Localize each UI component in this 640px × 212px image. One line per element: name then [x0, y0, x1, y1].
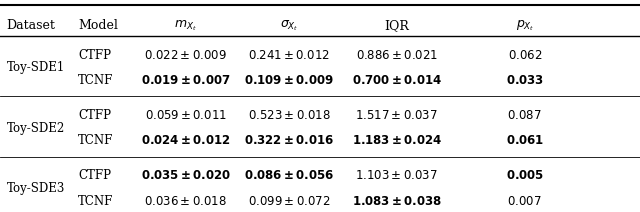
Text: $\mathbf{0.019 \pm 0.007}$: $\mathbf{0.019 \pm 0.007}$ — [141, 74, 230, 87]
Text: $\mathbf{1.083 \pm 0.038}$: $\mathbf{1.083 \pm 0.038}$ — [352, 195, 442, 208]
Text: Dataset: Dataset — [6, 19, 55, 32]
Text: $1.517 \pm 0.037$: $1.517 \pm 0.037$ — [355, 109, 438, 122]
Text: $0.036 \pm 0.018$: $0.036 \pm 0.018$ — [144, 195, 227, 208]
Text: $0.059 \pm 0.011$: $0.059 \pm 0.011$ — [145, 109, 227, 122]
Text: Toy-SDE2: Toy-SDE2 — [6, 122, 65, 135]
Text: $\sigma_{X_t}$: $\sigma_{X_t}$ — [280, 18, 298, 33]
Text: $0.241 \pm 0.012$: $0.241 \pm 0.012$ — [248, 49, 330, 62]
Text: $\mathbf{0.086 \pm 0.056}$: $\mathbf{0.086 \pm 0.056}$ — [244, 169, 334, 183]
Text: $0.062$: $0.062$ — [508, 49, 542, 62]
Text: IQR: IQR — [385, 19, 409, 32]
Text: CTFP: CTFP — [78, 49, 111, 62]
Text: $0.022 \pm 0.009$: $0.022 \pm 0.009$ — [144, 49, 227, 62]
Text: $0.087$: $0.087$ — [508, 109, 542, 122]
Text: CTFP: CTFP — [78, 169, 111, 183]
Text: $0.007$: $0.007$ — [508, 195, 542, 208]
Text: $\mathbf{0.035 \pm 0.020}$: $\mathbf{0.035 \pm 0.020}$ — [141, 169, 230, 183]
Text: Toy-SDE3: Toy-SDE3 — [6, 182, 65, 195]
Text: $\mathbf{0.109 \pm 0.009}$: $\mathbf{0.109 \pm 0.009}$ — [244, 74, 334, 87]
Text: Model: Model — [78, 19, 118, 32]
Text: $\mathbf{0.005}$: $\mathbf{0.005}$ — [506, 169, 544, 183]
Text: $\mathbf{0.322 \pm 0.016}$: $\mathbf{0.322 \pm 0.016}$ — [244, 134, 334, 148]
Text: Toy-SDE1: Toy-SDE1 — [6, 61, 65, 74]
Text: TCNF: TCNF — [78, 134, 113, 148]
Text: $0.099 \pm 0.072$: $0.099 \pm 0.072$ — [248, 195, 331, 208]
Text: TCNF: TCNF — [78, 195, 113, 208]
Text: $\mathbf{0.061}$: $\mathbf{0.061}$ — [506, 134, 544, 148]
Text: $m_{X_t}$: $m_{X_t}$ — [174, 18, 197, 33]
Text: $\mathbf{1.183 \pm 0.024}$: $\mathbf{1.183 \pm 0.024}$ — [351, 134, 442, 148]
Text: $p_{X_t}$: $p_{X_t}$ — [516, 18, 534, 33]
Text: CTFP: CTFP — [78, 109, 111, 122]
Text: $\mathbf{0.024 \pm 0.012}$: $\mathbf{0.024 \pm 0.012}$ — [141, 134, 230, 148]
Text: $0.523 \pm 0.018$: $0.523 \pm 0.018$ — [248, 109, 331, 122]
Text: $1.103 \pm 0.037$: $1.103 \pm 0.037$ — [355, 169, 438, 183]
Text: $\mathbf{0.033}$: $\mathbf{0.033}$ — [506, 74, 544, 87]
Text: TCNF: TCNF — [78, 74, 113, 87]
Text: $0.886 \pm 0.021$: $0.886 \pm 0.021$ — [356, 49, 438, 62]
Text: $\mathbf{0.700 \pm 0.014}$: $\mathbf{0.700 \pm 0.014}$ — [351, 74, 442, 87]
